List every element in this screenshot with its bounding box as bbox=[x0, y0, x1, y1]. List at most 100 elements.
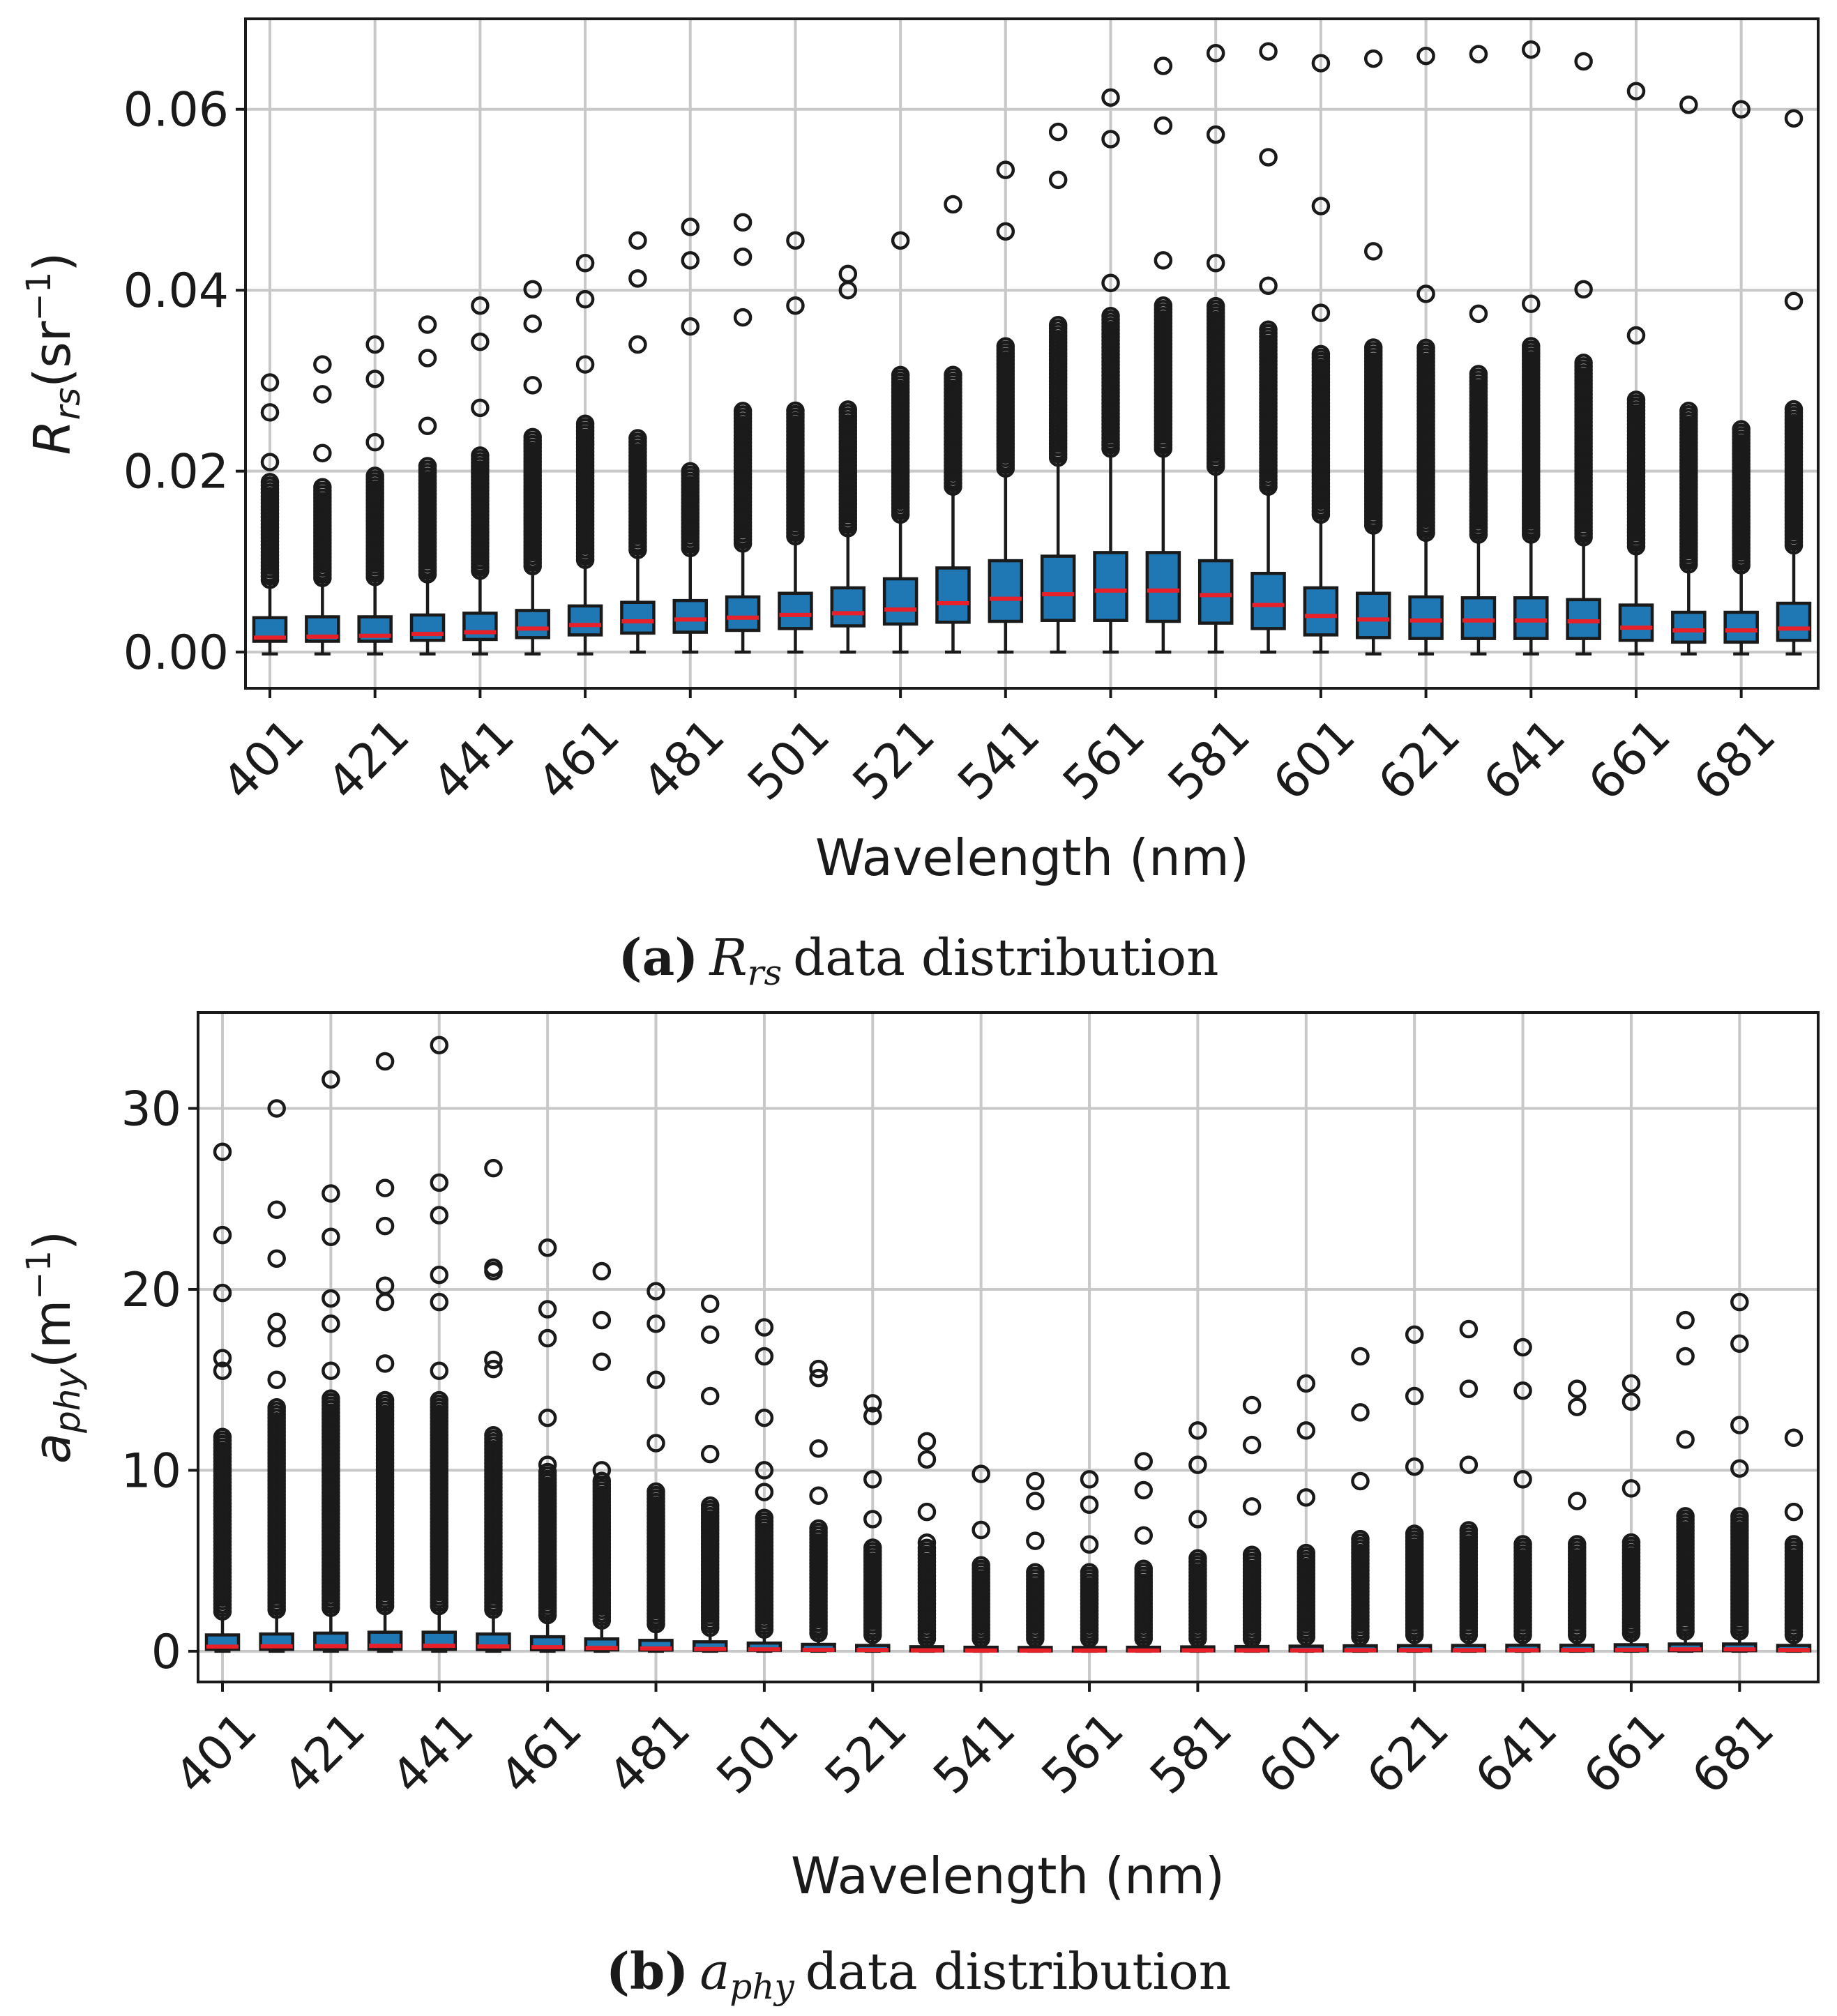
outlier-point bbox=[1730, 1292, 1749, 1312]
panel-a-ylabel-unit-close: ) bbox=[23, 252, 82, 272]
panel-b-box-471 bbox=[584, 1261, 620, 1653]
panel-a-box-451 bbox=[515, 280, 550, 655]
panel-b-box-581 bbox=[1180, 1421, 1216, 1653]
outlier-point bbox=[681, 462, 700, 481]
outlier-point bbox=[592, 1352, 612, 1372]
outlier-point bbox=[1188, 1510, 1207, 1529]
outlier-point bbox=[538, 1455, 557, 1474]
outlier-point bbox=[430, 1390, 449, 1410]
iqr-box bbox=[1093, 551, 1128, 622]
iqr-box bbox=[1250, 571, 1286, 630]
outlier-point bbox=[1513, 1337, 1532, 1357]
outlier-point bbox=[1732, 100, 1751, 119]
outlier-point bbox=[375, 1354, 395, 1373]
outlier-point bbox=[1513, 1381, 1532, 1400]
outlier-point bbox=[418, 416, 437, 436]
outlier-point bbox=[681, 317, 700, 336]
outlier-point bbox=[1730, 1507, 1749, 1526]
outlier-point bbox=[755, 1318, 774, 1337]
outlier-point bbox=[1134, 1480, 1153, 1500]
outlier-point bbox=[1101, 273, 1120, 293]
outlier-point bbox=[647, 1482, 665, 1501]
panel-b-box-501 bbox=[746, 1318, 783, 1653]
iqr-box bbox=[935, 566, 971, 624]
outlier-point bbox=[1101, 88, 1120, 107]
outlier-point bbox=[1567, 1535, 1587, 1554]
iqr-box bbox=[830, 586, 866, 628]
panel-b-box-491 bbox=[692, 1294, 728, 1653]
panel-b-ylabel-symbol: a bbox=[23, 1433, 82, 1464]
outlier-point bbox=[917, 1432, 937, 1451]
outlier-point bbox=[267, 1397, 286, 1417]
panel-b-caption-symbol: a bbox=[700, 1942, 729, 2001]
panel-b-caption-label: (b) bbox=[606, 1941, 688, 2001]
outlier-point bbox=[1621, 1374, 1641, 1393]
outlier-point bbox=[213, 1142, 232, 1162]
panel-a-yticks: 0.00 0.02 0.04 0.06 bbox=[123, 83, 245, 681]
iqr-box bbox=[1723, 610, 1759, 644]
outlier-point bbox=[1730, 1416, 1749, 1434]
iqr-box bbox=[515, 609, 550, 639]
outlier-point bbox=[1259, 320, 1278, 339]
outlier-point bbox=[733, 402, 753, 420]
outlier-point bbox=[471, 296, 490, 315]
outlier-point bbox=[1134, 1526, 1153, 1545]
panel-a-box-411 bbox=[305, 355, 340, 655]
iqr-box bbox=[620, 600, 656, 635]
outlier-point bbox=[523, 376, 542, 395]
outlier-point bbox=[538, 1462, 557, 1482]
outlier-point bbox=[575, 414, 595, 434]
outlier-point bbox=[430, 1206, 449, 1225]
outlier-point bbox=[1416, 46, 1435, 66]
outlier-point bbox=[322, 1314, 340, 1333]
outlier-point bbox=[592, 1261, 612, 1281]
panel-b-box-651 bbox=[1559, 1379, 1595, 1653]
outlier-point bbox=[1626, 326, 1646, 345]
outlier-point bbox=[944, 365, 962, 384]
panel-b-ytick-label: 30 bbox=[121, 1082, 181, 1137]
iqr-box bbox=[567, 604, 603, 637]
outlier-point bbox=[1459, 1319, 1479, 1339]
outlier-point bbox=[917, 1538, 937, 1557]
outlier-point bbox=[484, 1158, 503, 1178]
outlier-point bbox=[891, 365, 910, 385]
outlier-point bbox=[917, 1533, 937, 1552]
panel-a: 0.000.020.040.06 401 421 441 461 481 501 521 54… bbox=[20, 17, 1820, 993]
outlier-point bbox=[628, 269, 647, 288]
outlier-point bbox=[972, 1556, 990, 1575]
outlier-point bbox=[1469, 45, 1488, 63]
outlier-point bbox=[1188, 1455, 1207, 1474]
panel-b-box-511 bbox=[801, 1359, 836, 1653]
outlier-point bbox=[809, 1486, 828, 1506]
iqr-box bbox=[1776, 601, 1812, 642]
panel-b-box-591 bbox=[1234, 1395, 1270, 1653]
outlier-point bbox=[647, 1434, 665, 1453]
outlier-point bbox=[1154, 56, 1173, 75]
outlier-point bbox=[1621, 1533, 1641, 1552]
panel-a-box-691 bbox=[1776, 109, 1812, 655]
outlier-point bbox=[213, 1349, 232, 1367]
outlier-point bbox=[538, 1300, 557, 1319]
outlier-point bbox=[1048, 122, 1068, 142]
outlier-point bbox=[1574, 354, 1593, 372]
outlier-point bbox=[1784, 1502, 1804, 1522]
outlier-point bbox=[1206, 296, 1225, 316]
outlier-point bbox=[700, 1325, 720, 1344]
outlier-point bbox=[322, 1289, 340, 1308]
outlier-point bbox=[1080, 1495, 1099, 1514]
outlier-point bbox=[1459, 1379, 1479, 1398]
outlier-point bbox=[917, 1502, 937, 1522]
outlier-point bbox=[1405, 1325, 1424, 1344]
iqr-box bbox=[1145, 551, 1181, 623]
panel-b-box-451 bbox=[476, 1158, 511, 1653]
outlier-point bbox=[592, 1461, 612, 1480]
outlier-point bbox=[1621, 1392, 1641, 1411]
outlier-point bbox=[1784, 291, 1804, 311]
panel-b-caption-subscript: phy bbox=[729, 1966, 794, 2007]
outlier-point bbox=[1311, 344, 1331, 364]
outlier-point bbox=[917, 1450, 937, 1469]
iqr-box bbox=[1566, 598, 1601, 640]
panel-a-box-491 bbox=[725, 213, 761, 654]
